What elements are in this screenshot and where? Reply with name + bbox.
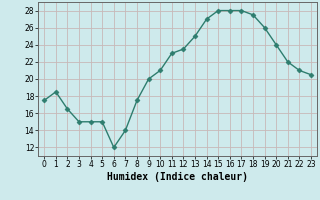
X-axis label: Humidex (Indice chaleur): Humidex (Indice chaleur): [107, 172, 248, 182]
